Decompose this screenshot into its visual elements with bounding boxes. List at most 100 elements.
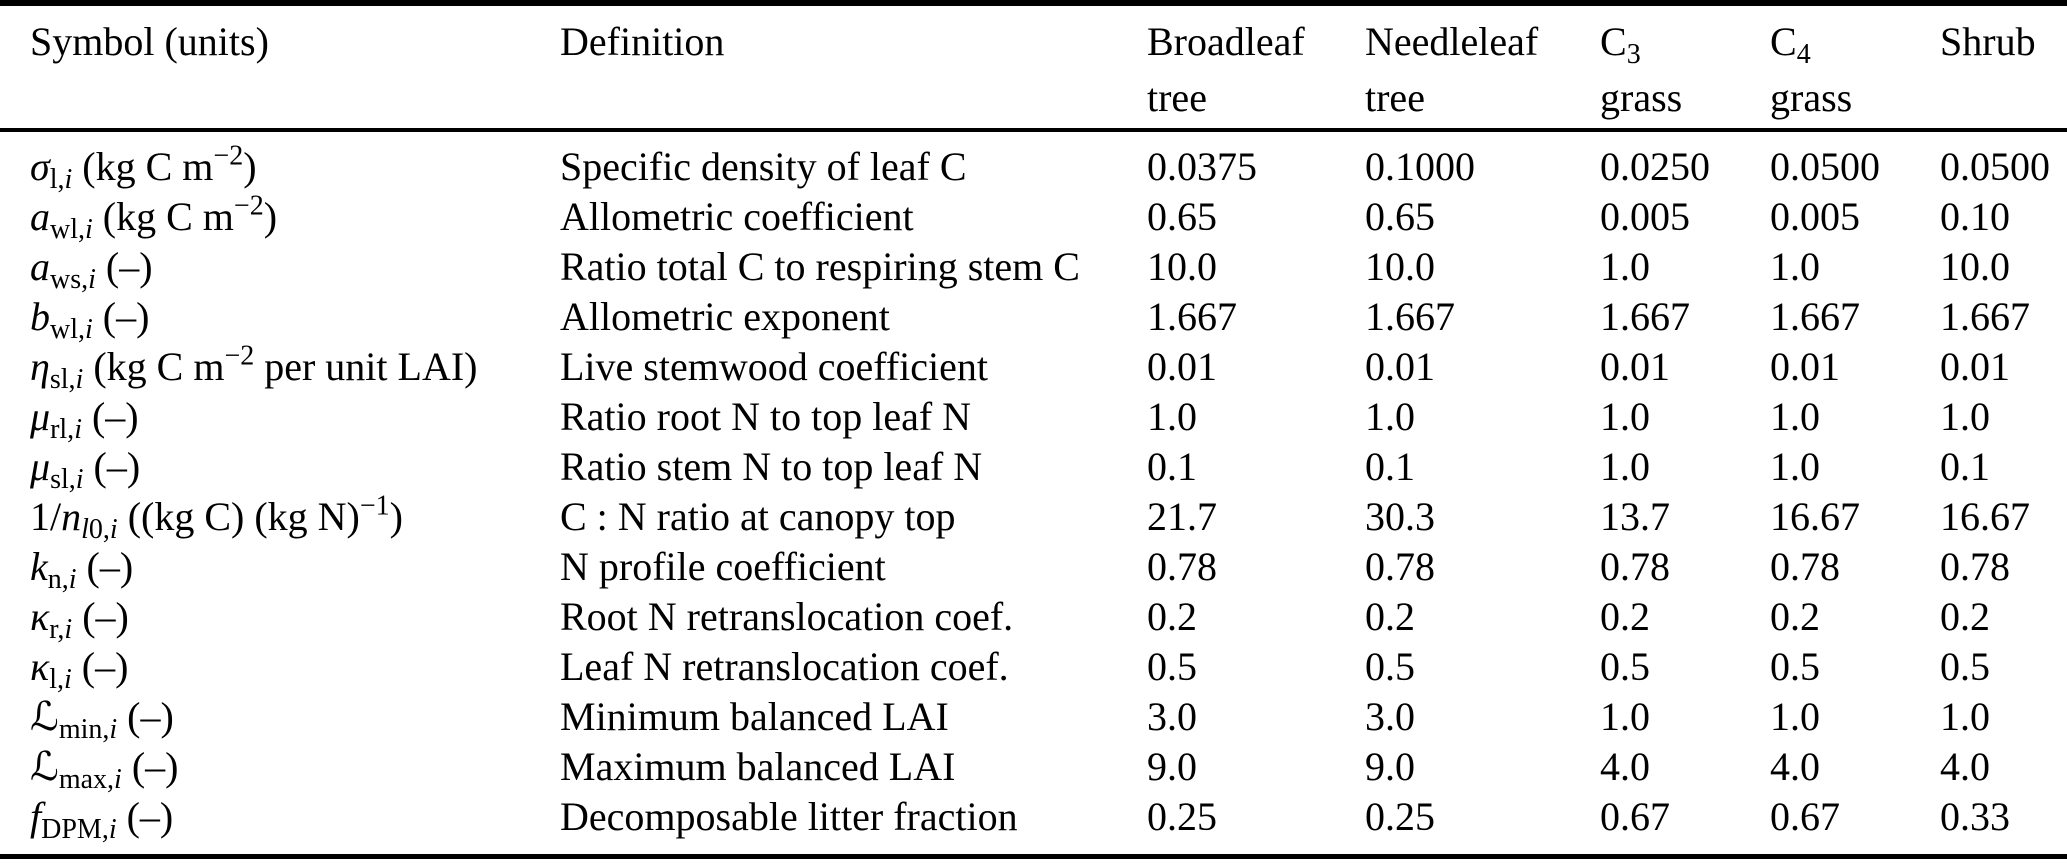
superscript: −2 [224,340,255,372]
header-row: Symbol (units) Definition Broadleaf tree Nee… [0,3,2067,130]
math-text: 1/ [30,494,62,539]
definition-cell: Leaf N retranslocation coef. [560,644,1009,689]
value-cell-c4-grass: 1.667 [1770,294,1860,339]
value-cell-broadleaf-tree: 3.0 [1147,694,1197,739]
table-header: Symbol (units) Definition Broadleaf tree Nee… [0,3,2067,130]
value-cell-shrub: 0.01 [1940,344,2010,389]
subscript: 0, [88,513,110,545]
value-cell-shrub: 0.5 [1940,644,1990,689]
value-cell-shrub: 4.0 [1940,744,1990,789]
value-cell-c3-grass: 0.2 [1600,594,1650,639]
definition-cell: Ratio stem N to top leaf N [560,444,983,489]
value-cell-c4-grass: 1.0 [1770,244,1820,289]
value-cell-broadleaf-tree: 0.65 [1147,194,1217,239]
value-cell-c4-grass: 16.67 [1770,494,1860,539]
table-row: ℒmax,i (–) Maximum balanced LAI 9.0 9.0 4.0 4… [0,742,2067,795]
math-text: κ [30,644,50,689]
math-text: (–) [121,744,179,789]
math-text: (kg C m [92,194,234,239]
value-cell-broadleaf-tree: 0.25 [1147,794,1217,839]
table-row: 1/nl0,i ((kg C) (kg N)−1) C : N ratio at … [0,490,2067,545]
header-line: grass [1770,70,1940,126]
value-cell-c4-grass: 0.01 [1770,344,1840,389]
subscript: i [108,813,117,845]
value-cell-broadleaf-tree: 1.667 [1147,294,1237,339]
value-cell-shrub: 16.67 [1940,494,2030,539]
value-cell-c3-grass: 0.5 [1600,644,1650,689]
value-cell-broadleaf-tree: 0.01 [1147,344,1217,389]
value-cell-c3-grass: 0.005 [1600,194,1690,239]
subscript: l, [49,163,65,195]
math-text: tree [1365,75,1425,120]
symbol-cell: κr,i (–) [0,592,560,643]
subscript: max, [58,763,115,795]
math-text: ) [389,494,403,539]
value-cell-c4-grass: 0.78 [1770,544,1840,589]
symbol-cell: ℒmin,i (–) [0,692,560,745]
value-cell-c4-grass: 0.2 [1770,594,1820,639]
definition-cell: Minimum balanced LAI [560,694,949,739]
definition-cell: Allometric coefficient [560,194,914,239]
subscript: wl, [50,313,85,345]
subscript: i [75,363,84,395]
definition-cell: Ratio total C to respiring stem C [560,244,1080,289]
header-line: grass [1600,70,1770,126]
math-text: grass [1600,75,1683,120]
definition-cell: Allometric exponent [560,294,890,339]
subscript: i [88,263,96,295]
value-cell-needleleaf-tree: 0.5 [1365,644,1415,689]
value-cell-c3-grass: 0.0250 [1600,144,1710,189]
value-cell-shrub: 0.33 [1940,794,2010,839]
subscript: l, [49,663,64,695]
value-cell-needleleaf-tree: 30.3 [1365,494,1435,539]
table-row: awl,i (kg C m−2) Allometric coefficient 0.… [0,192,2067,245]
subscript: i [63,663,72,695]
math-text: σ [30,144,50,189]
column-header-c4-grass: C4 grass [1770,3,1940,130]
definition-cell: Specific density of leaf C [560,144,967,189]
subscript: 3 [1626,38,1641,70]
value-cell-c3-grass: 1.0 [1600,394,1650,439]
value-cell-c4-grass: 4.0 [1770,744,1820,789]
header-line: C3 [1600,14,1770,70]
table-row: bwl,i (–) Allometric exponent 1.667 1.667 1.… [0,292,2067,345]
value-cell-needleleaf-tree: 10.0 [1365,244,1435,289]
superscript: −2 [213,140,244,172]
value-cell-c3-grass: 13.7 [1600,494,1670,539]
table-row: κr,i (–) Root N retranslocation coef. 0.2 0… [0,592,2067,643]
value-cell-shrub: 0.0500 [1940,144,2050,189]
math-text: a [30,244,50,289]
math-text: k [30,544,48,589]
subscript: i [64,163,73,195]
superscript: −1 [359,490,390,522]
subscript: wl, [50,213,85,245]
math-text: C [1600,19,1627,64]
value-cell-needleleaf-tree: 0.1000 [1365,144,1475,189]
subscript: rl, [50,413,75,445]
math-text: η [30,344,50,389]
value-cell-c4-grass: 0.0500 [1770,144,1880,189]
symbol-cell: fDPM,i (–) [0,792,560,857]
math-text: tree [1147,75,1207,120]
subscript: l [81,513,89,545]
table-row: ηsl,i (kg C m−2 per unit LAI) Live stemwo… [0,340,2067,395]
table-row: σl,i (kg C m−2) Specific density of leaf … [0,130,2067,195]
math-text: (kg C m [72,144,214,189]
value-cell-shrub: 0.1 [1940,444,1990,489]
definition-cell: Ratio root N to top leaf N [560,394,972,439]
column-header-needleleaf-tree: Needleleaf tree [1365,3,1600,130]
column-header-definition: Definition [560,3,1147,130]
math-text: (–) [116,794,174,839]
subscript: sl, [50,463,76,495]
math-text: (–) [81,394,139,439]
value-cell-c3-grass: 1.0 [1600,444,1650,489]
math-text: ) [243,144,257,189]
value-cell-c3-grass: 0.78 [1600,544,1670,589]
value-cell-needleleaf-tree: 9.0 [1365,744,1415,789]
subscript: i [109,713,118,745]
subscript: i [68,563,77,595]
math-text: n [61,494,82,539]
math-text: Broadleaf [1147,19,1305,64]
header-line: Shrub [1940,14,2067,70]
subscript: i [75,463,84,495]
